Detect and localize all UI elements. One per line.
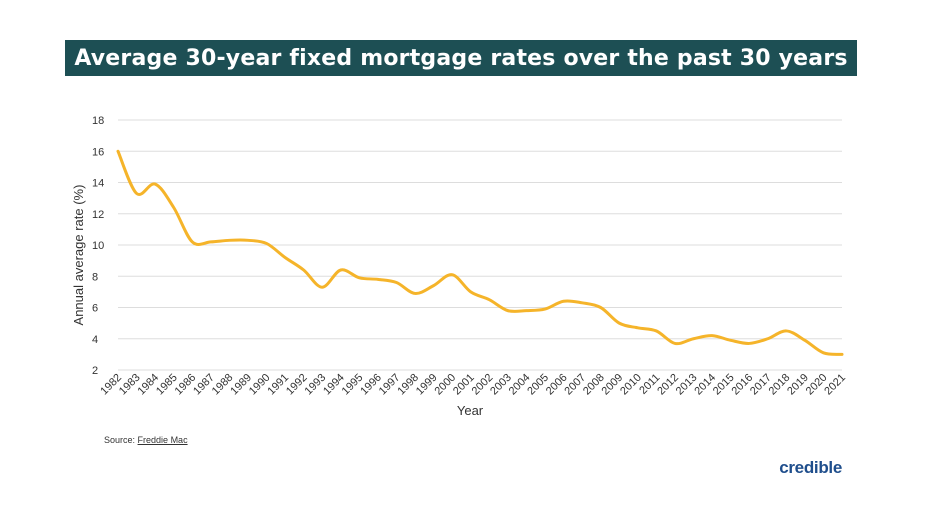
chart-title: Average 30-year fixed mortgage rates ove… (74, 45, 848, 71)
source-link[interactable]: Freddie Mac (137, 435, 188, 445)
y-tick-label: 8 (92, 271, 98, 283)
credible-logo: credible (779, 458, 842, 477)
y-axis-label: Annual average rate (%) (71, 185, 86, 326)
source-label: Source: (104, 435, 136, 445)
y-tick-label: 10 (92, 240, 104, 252)
y-tick-label: 12 (92, 209, 104, 221)
y-tick-label: 16 (92, 146, 104, 158)
series-line-0 (116, 149, 844, 356)
x-axis-label: Year (457, 403, 484, 418)
y-tick-label: 6 (92, 303, 98, 315)
y-tick-label: 14 (92, 178, 104, 190)
x-tick-label: 2021 (822, 372, 848, 398)
y-tick-label: 2 (92, 365, 98, 377)
y-tick-label: 18 (92, 115, 104, 127)
y-tick-label: 4 (92, 334, 98, 346)
chart-title-bar: Average 30-year fixed mortgage rates ove… (65, 40, 857, 76)
source-note: Source: Freddie Mac (104, 435, 188, 445)
